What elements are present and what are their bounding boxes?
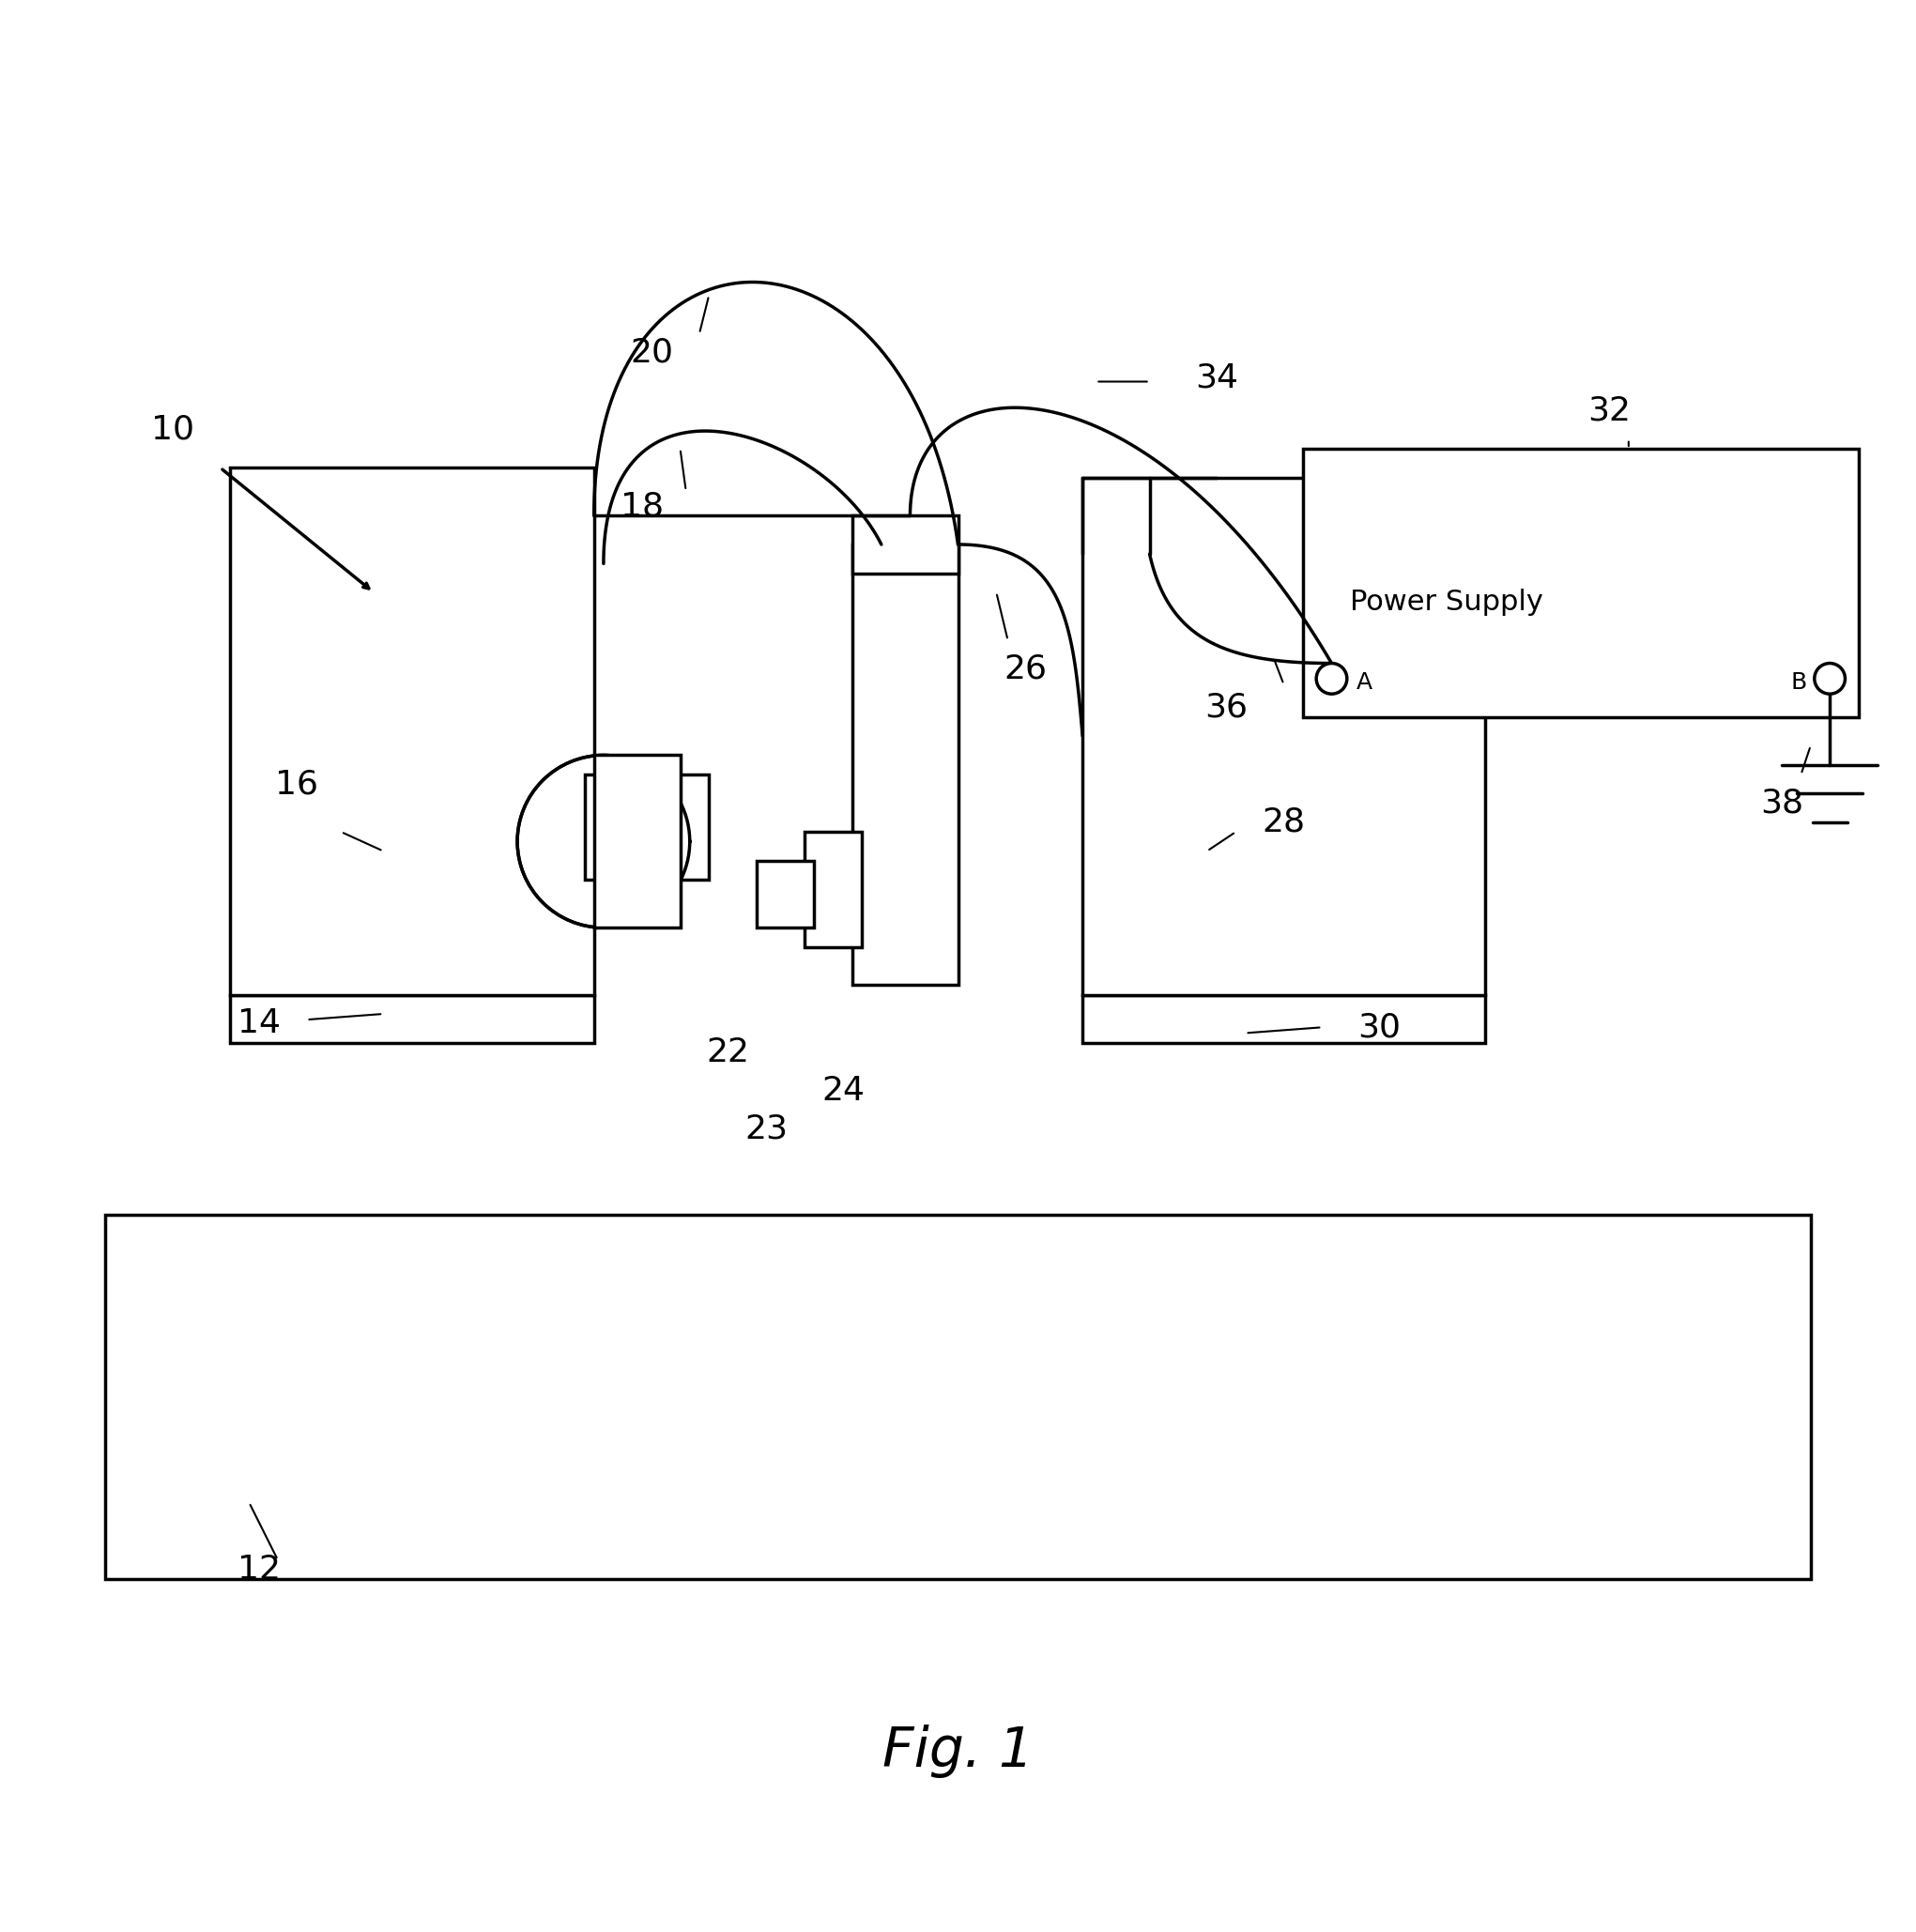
Bar (757, 860, 814, 927)
Text: 38: 38 (1761, 786, 1803, 819)
Circle shape (1316, 663, 1347, 694)
Text: 32: 32 (1588, 394, 1631, 427)
Text: 14: 14 (238, 1007, 280, 1039)
Text: 34: 34 (1196, 361, 1238, 394)
Bar (853, 545, 958, 985)
Text: 20: 20 (630, 336, 673, 369)
Bar (230, 468, 594, 995)
Text: B: B (1791, 670, 1807, 694)
Text: A: A (1357, 670, 1372, 694)
Text: 23: 23 (745, 1113, 787, 1146)
Text: 10: 10 (151, 413, 194, 446)
Text: 22: 22 (707, 1036, 749, 1068)
Bar (584, 775, 709, 879)
Text: 12: 12 (238, 1553, 280, 1586)
Text: 24: 24 (822, 1074, 864, 1107)
Text: 28: 28 (1263, 806, 1305, 838)
Text: Power Supply: Power Supply (1351, 589, 1542, 616)
Circle shape (517, 755, 690, 927)
Text: 16: 16 (276, 769, 318, 800)
Bar (805, 833, 862, 947)
Text: 26: 26 (1004, 653, 1046, 686)
Bar (594, 755, 680, 927)
Bar (230, 995, 594, 1043)
Bar (1303, 448, 1859, 717)
Text: Fig. 1: Fig. 1 (883, 1725, 1033, 1777)
Text: 30: 30 (1358, 1010, 1401, 1043)
Bar (853, 516, 958, 574)
Text: 36: 36 (1205, 692, 1247, 723)
Text: 18: 18 (621, 491, 663, 522)
Circle shape (1814, 663, 1845, 694)
Bar (105, 1215, 1811, 1578)
Bar (1083, 477, 1485, 995)
Bar (1083, 995, 1485, 1043)
